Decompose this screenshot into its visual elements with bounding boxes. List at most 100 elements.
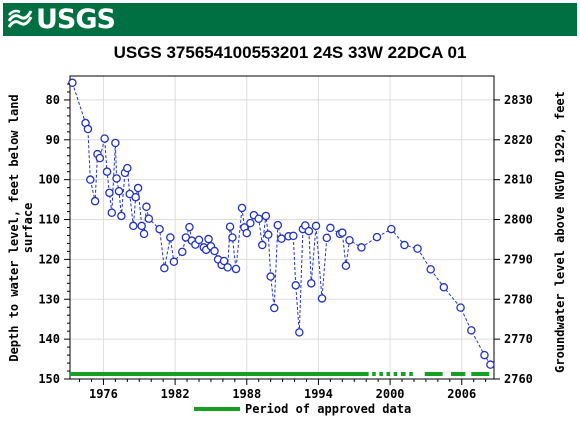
y2-tick-label: 2760 [504, 372, 533, 386]
data-point [242, 228, 252, 238]
data-point [317, 294, 327, 303]
data-point [291, 281, 300, 290]
x-tick-label: 1982 [161, 387, 190, 401]
data-point [480, 350, 489, 360]
data-point [137, 221, 146, 231]
data-point [139, 229, 149, 239]
data-point [100, 134, 109, 143]
data-point [295, 328, 304, 337]
data-point [142, 202, 151, 212]
chart-title: USGS 375654100553201 24S 33W 22DCA 01 [114, 43, 467, 62]
x-tick-label: 2006 [447, 387, 476, 401]
data-point [264, 230, 273, 239]
data-point [160, 263, 169, 273]
data-point [266, 272, 275, 281]
data-point [254, 214, 263, 223]
x-tick-label: 1976 [89, 387, 118, 401]
data-point [83, 124, 93, 134]
data-point [345, 236, 354, 245]
data-point [237, 203, 247, 213]
data-point [95, 153, 105, 163]
data-point [341, 261, 351, 271]
data-point [231, 264, 241, 274]
usgs-logo-text: USGS [36, 4, 116, 35]
y2-tick-label: 2820 [504, 133, 533, 147]
data-point [112, 174, 121, 183]
data-point [426, 265, 435, 274]
data-point [304, 226, 314, 236]
data-point [117, 211, 126, 221]
legend-label: Period of approved data [245, 402, 411, 416]
data-point [277, 234, 286, 243]
y-tick-label: 130 [38, 292, 60, 306]
data-point [311, 221, 321, 231]
data-point [111, 138, 120, 148]
data-point [486, 360, 495, 369]
data-point [210, 246, 219, 256]
data-point [338, 228, 347, 237]
y-tick-label: 80 [46, 93, 60, 107]
data-point [169, 257, 179, 267]
y2-tick-label: 2770 [504, 332, 533, 346]
data-point [289, 231, 298, 241]
y-tick-label: 140 [38, 332, 60, 346]
data-point [185, 222, 194, 232]
y2-tick-label: 2830 [504, 93, 533, 107]
data-point [456, 303, 465, 312]
x-tick-label: 2000 [376, 387, 405, 401]
data-point [326, 223, 335, 233]
data-point [467, 326, 476, 335]
y2-axis-label: Groundwater level above NGVD 1929, feet [553, 91, 567, 373]
data-point [194, 235, 204, 245]
data-point [357, 243, 366, 252]
data-point [102, 167, 112, 176]
usgs-wave-icon [7, 9, 33, 28]
data-point [387, 224, 396, 234]
data-point [439, 283, 449, 292]
y-tick-label: 150 [38, 372, 60, 386]
data-point [228, 233, 237, 242]
data-point [261, 211, 271, 221]
data-point [258, 240, 267, 250]
y-tick-label: 90 [46, 133, 60, 147]
x-tick-label: 1994 [304, 387, 333, 401]
data-point [219, 256, 229, 266]
data-point [400, 240, 409, 250]
data-point [307, 279, 316, 288]
data-point [155, 224, 164, 234]
y2-tick-label: 2800 [504, 213, 533, 227]
data-point [178, 247, 187, 257]
data-point [204, 234, 213, 244]
usgs-banner: USGS [3, 3, 577, 36]
y-tick-label: 120 [38, 252, 60, 266]
y2-tick-label: 2810 [504, 173, 533, 187]
data-point [107, 208, 117, 217]
data-point [123, 163, 132, 173]
data-point [131, 192, 140, 202]
data-point [129, 221, 138, 231]
x-tick-label: 1988 [232, 387, 261, 401]
data-point [133, 183, 143, 193]
y-tick-label: 100 [38, 173, 60, 187]
data-point [105, 188, 114, 198]
data-point [114, 186, 124, 196]
data-point [144, 214, 154, 223]
data-point [246, 218, 255, 228]
y-axis-label: Depth to water level, feet below landsur… [7, 94, 35, 361]
data-point [322, 233, 332, 243]
data-point [86, 175, 95, 184]
data-point [166, 233, 175, 242]
y2-tick-label: 2780 [504, 292, 533, 306]
data-point [223, 263, 232, 272]
y2-tick-label: 2790 [504, 252, 533, 266]
data-point [413, 244, 422, 253]
y-tick-label: 110 [38, 213, 60, 227]
data-point [68, 78, 77, 88]
data-point [225, 222, 235, 231]
legend: Period of approved data [194, 402, 411, 416]
data-point [273, 220, 283, 230]
data-point [90, 196, 100, 206]
data-point [269, 303, 279, 313]
data-point [372, 232, 382, 242]
